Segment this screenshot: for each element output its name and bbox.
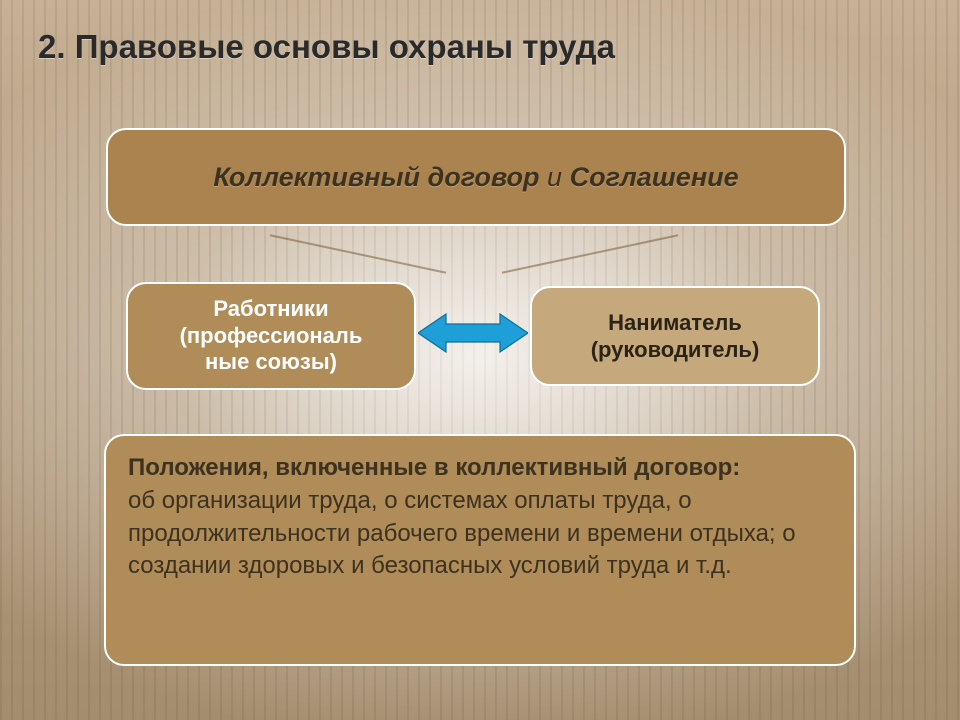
left-line2: (профессиональ (180, 323, 363, 348)
bottom-body: об организации труда, о системах оплаты … (128, 485, 832, 582)
top-and: и (540, 162, 570, 192)
box-right-employer: Наниматель (руководитель) (530, 286, 820, 386)
left-line3: ные союзы) (205, 349, 337, 374)
slide: 2. Правовые основы охраны труда Коллекти… (0, 0, 960, 720)
double-arrow-icon (418, 310, 528, 356)
bottom-bold: Положения, включенные в коллективный дог… (128, 452, 832, 483)
box-bottom-content: Положения, включенные в коллективный дог… (128, 452, 832, 582)
right-line1: Наниматель (608, 310, 742, 335)
connector-line-right (502, 234, 678, 273)
box-right-label: Наниматель (руководитель) (591, 309, 760, 364)
double-arrow-shape (418, 314, 528, 352)
connector-line-left (270, 234, 446, 273)
box-top-collective-agreement: Коллективный договор и Соглашение (106, 128, 846, 226)
top-part1: Коллективный договор (213, 162, 539, 192)
box-top-label: Коллективный договор и Соглашение (213, 162, 738, 193)
box-left-workers: Работники (профессиональ ные союзы) (126, 282, 416, 390)
right-line2: (руководитель) (591, 337, 760, 362)
left-line1: Работники (213, 296, 328, 321)
slide-title: 2. Правовые основы охраны труда (38, 28, 922, 66)
box-left-label: Работники (профессиональ ные союзы) (180, 296, 363, 375)
box-bottom-provisions: Положения, включенные в коллективный дог… (104, 434, 856, 666)
top-part2: Соглашение (570, 162, 739, 192)
